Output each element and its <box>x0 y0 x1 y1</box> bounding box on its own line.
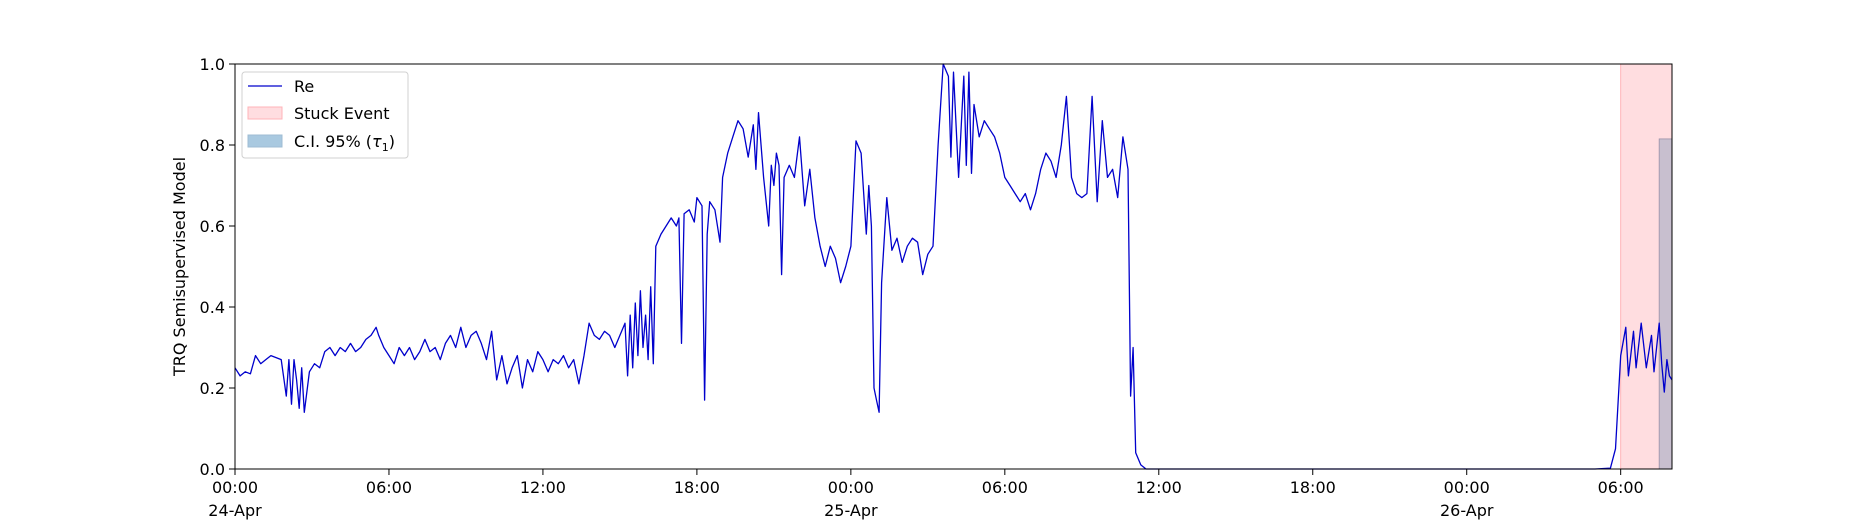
axes-frame <box>234 63 1673 470</box>
legend-label-re: Re <box>294 77 314 96</box>
y-tick-label: 0.8 <box>200 136 225 155</box>
y-tick-label: 1.0 <box>200 55 225 74</box>
legend-swatch-stuck-event <box>247 106 283 120</box>
x-axis: 00:0024-Apr190006:0012:0018:0000:0025-Ap… <box>208 469 1644 525</box>
y-axis: 0.0 0.2 0.4 0.6 0.8 1.0 <box>200 55 235 479</box>
legend-ci-subscript: 1 <box>382 141 389 154</box>
legend: Re Stuck Event C.I. 95% (τ1) <box>241 71 409 159</box>
y-tick-label: 0.2 <box>200 379 225 398</box>
x-tick-date-label: 26-Apr <box>1440 501 1494 520</box>
legend-box <box>241 71 409 159</box>
y-tick-label: 0.4 <box>200 298 225 317</box>
x-tick-label: 06:00 <box>982 478 1028 497</box>
y-tick-label: 0.0 <box>200 460 225 479</box>
x-tick-label: 00:00 <box>828 478 874 497</box>
x-tick-label: 00:00 <box>1444 478 1490 497</box>
x-tick-label: 06:00 <box>1598 478 1644 497</box>
legend-label-ci-95: C.I. 95% (τ1) <box>294 132 395 154</box>
x-tick-date-label: 25-Apr <box>824 501 878 520</box>
y-axis-label: TRQ Semisupervised Model <box>170 157 189 377</box>
legend-label-stuck-event: Stuck Event <box>294 104 390 123</box>
ci-95-band <box>1658 138 1673 470</box>
legend-ci-text: C.I. 95% ( <box>294 132 372 151</box>
y-tick-label: 0.6 <box>200 217 225 236</box>
x-tick-label: 06:00 <box>366 478 412 497</box>
x-tick-label: 12:00 <box>1136 478 1182 497</box>
x-tick-label: 12:00 <box>520 478 566 497</box>
x-tick-date-label: 24-Apr <box>208 501 262 520</box>
legend-swatch-ci-95 <box>247 134 283 148</box>
legend-ci-suffix: ) <box>389 132 395 151</box>
plot-area <box>234 63 1673 470</box>
legend-ci-tau: τ <box>372 132 382 151</box>
series-line-re <box>234 63 1673 470</box>
x-tick-label: 00:00 <box>212 478 258 497</box>
x-tick-label: 18:00 <box>1290 478 1336 497</box>
x-tick-label: 18:00 <box>674 478 720 497</box>
